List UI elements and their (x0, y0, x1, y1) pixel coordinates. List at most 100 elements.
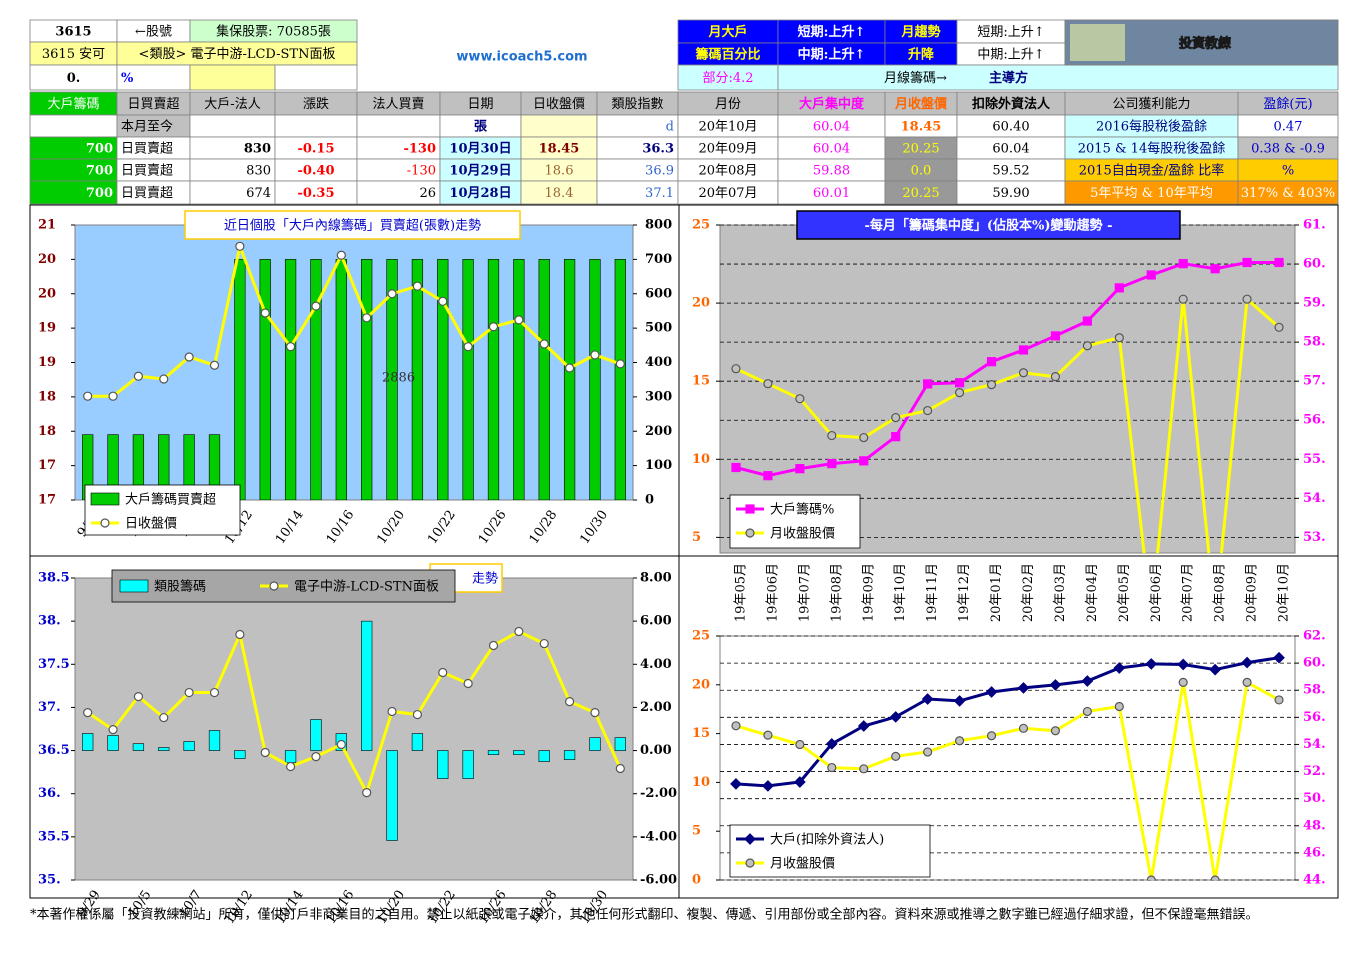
bar (158, 434, 170, 500)
bar (132, 434, 145, 500)
marker (731, 721, 741, 731)
y-tick-label: 17 (38, 493, 56, 508)
marker (108, 725, 118, 735)
table-cell: 10月28日 (449, 186, 511, 201)
marker (83, 391, 93, 401)
x-tick-label: 20年01月 (989, 563, 1004, 622)
marker (795, 394, 805, 404)
y-tick-label: 37.5 (38, 657, 70, 672)
bar (538, 750, 550, 762)
y-tick-label: 52. (1303, 764, 1326, 779)
x-tick-label: 20年09月 (1245, 563, 1260, 622)
y-tick-label: 800 (645, 218, 672, 233)
marker (514, 315, 524, 325)
marker (133, 692, 144, 702)
bar (183, 434, 195, 500)
table-cell: 60.04 (813, 142, 850, 157)
marker (260, 308, 270, 318)
y-tick-label: 200 (645, 424, 672, 439)
bar (437, 750, 449, 779)
marker (362, 313, 372, 323)
table-cell: 60.01 (813, 186, 850, 201)
bar (82, 434, 94, 500)
bar (513, 750, 525, 755)
marker (564, 697, 575, 707)
table-cell: 0.38 & -0.9 (1251, 142, 1325, 157)
marker (539, 638, 549, 649)
y-tick-label: 48. (1303, 818, 1326, 833)
marker (889, 711, 902, 723)
y-tick-label: 25 (692, 218, 710, 233)
table-cell: -0.35 (297, 186, 334, 201)
footer-note: *本著作權係屬「投資教練網站」所有，僅供訂戶非商業目的之自用。禁止以紙張或電子媒… (30, 907, 1259, 923)
cell (1237, 180, 1339, 205)
cell-text: 3615 安可 (42, 47, 105, 62)
legend-label: 電子中游-LCD-STN面板 (294, 580, 439, 595)
table-cell: 26 (419, 186, 436, 201)
bar (259, 259, 271, 500)
line (735, 261, 1279, 478)
cell (356, 114, 441, 138)
column-header: 大戶集中度 (799, 96, 865, 112)
y-tick-label: -2.00 (640, 786, 677, 801)
y-tick-label: 5 (692, 530, 701, 545)
y-tick-label: 35.5 (38, 829, 70, 844)
marker (891, 432, 901, 442)
cell (274, 64, 358, 91)
table-cell: 317% & 403% (1241, 186, 1335, 201)
y-tick-label: 20 (692, 677, 710, 692)
marker (891, 412, 901, 423)
table-cell: 日買賣超 (121, 142, 173, 157)
table-cell: 18.45 (539, 142, 580, 157)
y-tick-label: 58. (1303, 335, 1326, 350)
y-tick-label: 54. (1303, 737, 1326, 752)
bar (284, 750, 297, 763)
cell-text: 月大戶 (707, 24, 747, 40)
table-cell: 36.9 (645, 164, 674, 179)
cell (116, 64, 191, 91)
table-cell: 20.25 (902, 186, 939, 201)
cell (520, 114, 598, 138)
table-cell: -0.15 (297, 142, 334, 157)
x-tick-label: 20年08月 (1213, 563, 1228, 622)
marker (1177, 658, 1190, 671)
marker (1081, 675, 1094, 687)
x-tick-label: 20年07月 (1181, 563, 1196, 622)
marker (1017, 682, 1030, 694)
x-tick-label: 20年02月 (1021, 563, 1036, 622)
y-tick-label: 10 (692, 775, 710, 790)
marker (184, 352, 194, 362)
marker (260, 747, 270, 758)
cell-text: 集保股票: 70585張 (216, 24, 331, 40)
table-cell: 830 (246, 164, 271, 179)
cell-text: 中期:上升↑ (798, 47, 866, 63)
column-header: 日期 (467, 97, 493, 112)
column-header: 月份 (715, 97, 741, 112)
y-tick-label: 62. (1303, 629, 1326, 644)
table-cell: 20.25 (902, 142, 939, 157)
y-tick-label: 60. (1303, 656, 1326, 671)
table-cell: 59.90 (992, 186, 1029, 201)
marker (731, 462, 741, 473)
x-tick-label: 20年10月 (1277, 563, 1292, 622)
marker (763, 471, 773, 481)
marker (986, 357, 997, 367)
marker (1114, 283, 1124, 293)
marker (825, 738, 838, 750)
cell (189, 64, 276, 91)
legend-label: 日收盤價 (125, 517, 177, 532)
x-tick-label: 19年10月 (893, 563, 908, 622)
bar (183, 741, 195, 751)
legend-label: 月收盤股價 (770, 527, 835, 542)
marker (731, 364, 741, 374)
y-tick-label: 53. (1303, 530, 1326, 545)
marker (412, 281, 423, 291)
cell-text: 短期:上升↑ (798, 24, 866, 40)
marker (1082, 706, 1092, 717)
table-cell: 5年平均 & 10年平均 (1090, 186, 1213, 201)
marker (1018, 723, 1029, 733)
marker (795, 464, 805, 474)
table-cell: 60.04 (992, 142, 1029, 157)
marker (1274, 695, 1284, 705)
table-cell: % (1282, 164, 1294, 179)
